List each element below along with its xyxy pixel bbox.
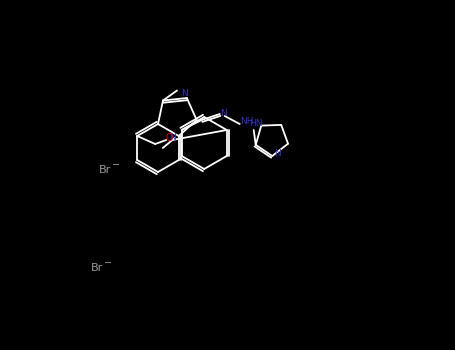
Text: Br: Br: [91, 263, 103, 273]
Text: N: N: [220, 108, 227, 118]
Text: Br: Br: [99, 165, 111, 175]
Text: N: N: [182, 89, 188, 98]
Text: HN: HN: [249, 119, 263, 128]
Text: NH: NH: [240, 117, 253, 126]
Text: −: −: [104, 258, 112, 268]
Text: N: N: [274, 149, 281, 159]
Text: O: O: [166, 133, 173, 143]
Text: −: −: [112, 160, 120, 170]
Text: N: N: [169, 133, 176, 142]
